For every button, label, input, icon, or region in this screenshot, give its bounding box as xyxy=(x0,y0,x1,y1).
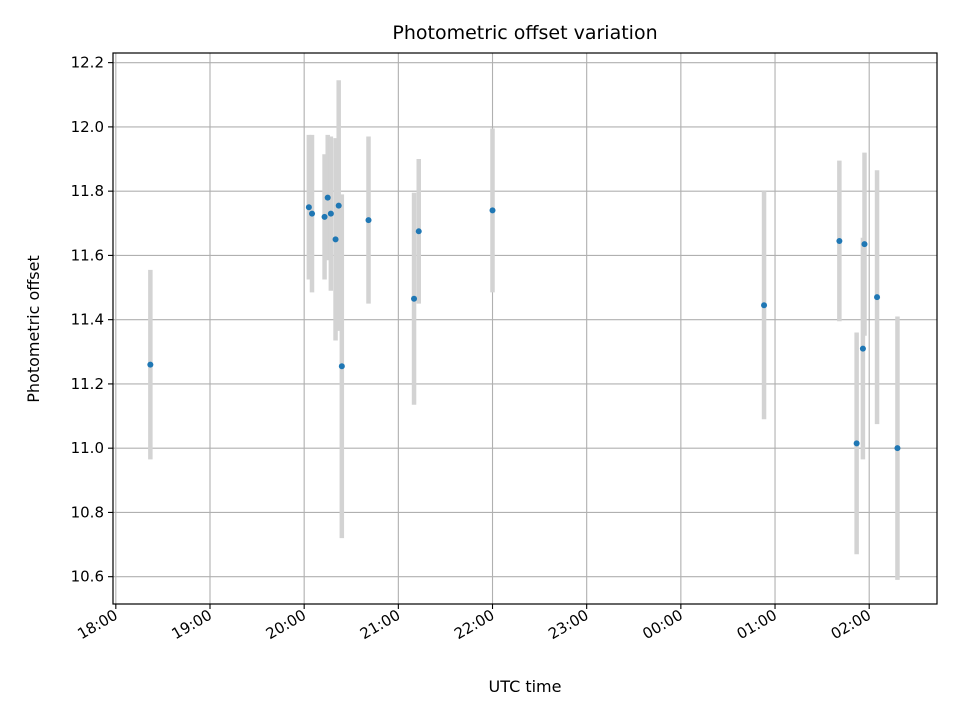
grid-lines xyxy=(113,53,937,604)
x-axis-label: UTC time xyxy=(489,677,562,696)
data-point xyxy=(859,345,866,352)
y-tick-label: 11.8 xyxy=(71,182,104,200)
y-tick-label: 11.6 xyxy=(71,246,104,264)
y-tick-label: 12.0 xyxy=(71,118,104,136)
data-points xyxy=(147,194,901,452)
data-point xyxy=(332,236,339,243)
data-point xyxy=(761,302,768,309)
y-axis-ticks: 10.6 10.8 11.0 11.2 11.4 11.6 11.8 12.0 12.2 xyxy=(71,54,113,586)
chart-title: Photometric offset variation xyxy=(392,22,657,44)
data-point xyxy=(411,295,418,302)
data-point xyxy=(365,217,372,224)
data-point xyxy=(338,363,345,370)
data-point xyxy=(305,204,312,211)
data-point xyxy=(309,210,316,217)
data-point xyxy=(415,228,422,235)
y-tick-label: 10.6 xyxy=(71,568,104,586)
y-tick-label: 12.2 xyxy=(71,54,104,72)
plot-frame xyxy=(112,52,938,605)
data-point xyxy=(147,361,154,368)
data-point xyxy=(327,210,334,217)
data-point xyxy=(489,207,496,214)
data-point xyxy=(836,237,843,244)
data-point xyxy=(321,213,328,220)
y-tick-label: 11.2 xyxy=(71,375,104,393)
y-tick-label: 11.0 xyxy=(71,439,104,457)
data-point xyxy=(324,194,331,201)
y-axis-label: Photometric offset xyxy=(24,255,43,403)
y-tick-label: 11.4 xyxy=(71,311,104,329)
y-tick-label: 10.8 xyxy=(71,503,104,521)
data-point xyxy=(874,294,881,301)
data-point xyxy=(335,202,342,209)
data-point xyxy=(853,440,860,447)
data-point xyxy=(861,241,868,248)
data-point xyxy=(894,445,901,452)
